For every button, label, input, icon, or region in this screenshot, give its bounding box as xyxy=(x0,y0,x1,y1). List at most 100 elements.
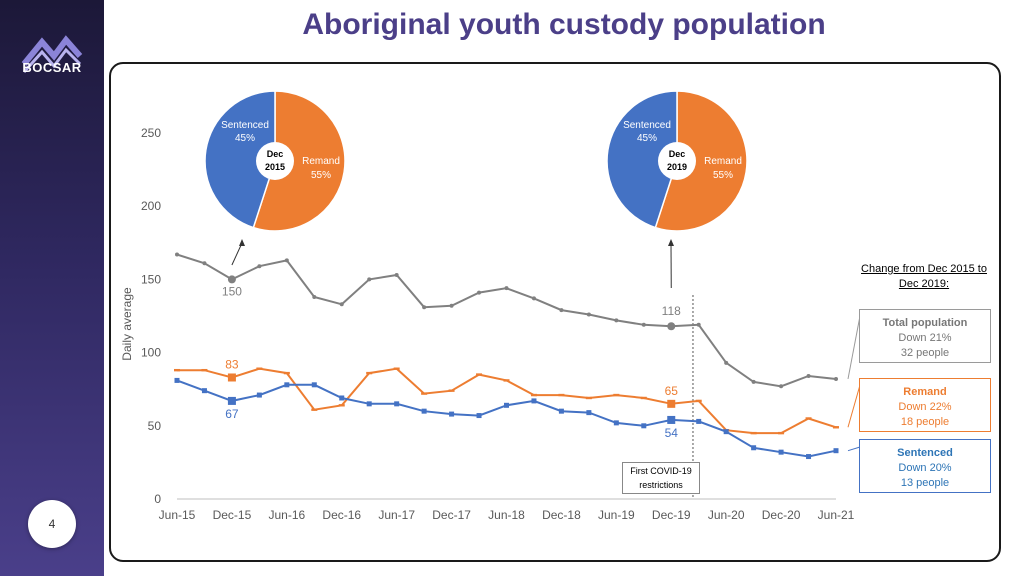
highlight-point-remand xyxy=(667,399,676,408)
x-tick-label: Dec-20 xyxy=(762,508,801,522)
data-point-remand xyxy=(585,396,592,400)
data-point-total xyxy=(614,318,619,323)
series-line-remand xyxy=(177,367,837,435)
pie-center-label: Dec xyxy=(669,149,686,159)
data-point-remand xyxy=(833,426,839,429)
data-point-sentenced xyxy=(778,449,784,455)
pie-label-remand: Remand xyxy=(302,156,340,167)
data-point-total xyxy=(696,322,701,327)
pie-pointer-arrow xyxy=(231,242,243,266)
callout-connector-remand xyxy=(847,384,861,428)
x-tick-label: Dec-19 xyxy=(652,508,691,522)
data-point-remand xyxy=(503,379,510,382)
callout-remand: Remand Down 22% 18 people xyxy=(859,378,991,432)
brand-name: BOCSAR xyxy=(22,60,82,75)
pie-pct-remand: 55% xyxy=(713,170,733,181)
data-point-remand xyxy=(448,389,455,392)
data-point-sentenced xyxy=(421,408,427,414)
data-point-total xyxy=(257,264,262,269)
x-tick-label: Jun-16 xyxy=(268,508,305,522)
callout-remand-title: Remand xyxy=(903,386,947,398)
y-tick-label: 250 xyxy=(141,126,161,140)
data-point-remand xyxy=(640,396,647,400)
callout-sentenced-line1: Down 20% xyxy=(898,462,952,474)
pie-center-label: Dec xyxy=(267,149,284,159)
data-point-total xyxy=(531,296,536,301)
data-point-remand xyxy=(778,431,785,435)
data-point-total xyxy=(477,290,482,295)
data-point-sentenced xyxy=(558,408,564,414)
data-point-remand xyxy=(805,417,812,420)
x-tick-label: Jun-19 xyxy=(598,508,635,522)
data-point-total xyxy=(586,312,591,317)
x-tick-label: Jun-20 xyxy=(708,508,745,522)
data-point-sentenced xyxy=(201,388,207,394)
x-tick-label: Dec-16 xyxy=(322,508,361,522)
data-point-total xyxy=(312,294,317,299)
callout-sentenced-line2: 13 people xyxy=(900,477,950,489)
data-point-remand xyxy=(366,371,373,375)
y-tick-label: 50 xyxy=(148,419,162,433)
data-point-sentenced xyxy=(751,445,757,451)
callout-remand-line2: 18 people xyxy=(900,416,950,428)
callout-total-title: Total population xyxy=(882,317,968,329)
data-point-sentenced xyxy=(504,402,509,408)
sidebar: BOCSAR 4 xyxy=(0,0,104,576)
page-number: 4 xyxy=(28,500,76,548)
data-point-total xyxy=(834,376,838,381)
data-point-remand xyxy=(750,431,757,435)
data-point-remand xyxy=(393,367,400,370)
data-point-sentenced xyxy=(449,411,455,417)
callout-remand-line1: Down 22% xyxy=(898,401,952,413)
data-point-sentenced xyxy=(613,420,619,426)
x-tick-label: Dec-17 xyxy=(432,508,471,522)
data-point-sentenced xyxy=(394,401,400,407)
change-heading: Change from Dec 2015 to Dec 2019: xyxy=(861,263,987,290)
y-tick-label: 150 xyxy=(141,272,161,286)
data-point-total xyxy=(724,360,729,365)
callout-total-line1: Down 21% xyxy=(898,332,952,344)
pie-center-year: 2019 xyxy=(667,162,687,172)
y-tick-label: 0 xyxy=(154,492,161,506)
data-point-remand xyxy=(530,393,537,397)
data-point-sentenced xyxy=(641,423,647,429)
data-point-sentenced xyxy=(174,377,180,383)
data-point-total xyxy=(284,258,289,263)
pie-pct-remand: 55% xyxy=(311,170,331,181)
data-point-sentenced xyxy=(586,410,592,416)
data-point-sentenced xyxy=(476,413,482,419)
data-label-remand: 83 xyxy=(225,357,239,371)
data-point-total xyxy=(779,384,784,389)
y-tick-label: 100 xyxy=(141,346,161,360)
page-title: Aboriginal youth custody population xyxy=(302,8,826,41)
pie-label-sentenced: Sentenced xyxy=(623,120,671,131)
highlight-point-remand xyxy=(227,373,236,382)
covid-note: First COVID-19 restrictions xyxy=(622,462,700,494)
callout-total: Total population Down 21% 32 people xyxy=(859,309,991,363)
data-point-total xyxy=(367,277,372,282)
data-point-remand xyxy=(476,373,483,376)
data-point-remand xyxy=(695,399,702,403)
data-point-total xyxy=(806,374,811,379)
pie-center-year: 2015 xyxy=(265,162,285,172)
x-tick-label: Dec-15 xyxy=(213,508,252,522)
pie-slice-remand xyxy=(252,90,346,232)
callout-sentenced-title: Sentenced xyxy=(897,447,953,459)
data-point-sentenced xyxy=(284,382,290,388)
data-point-remand xyxy=(613,393,620,397)
pie-pct-sentenced: 45% xyxy=(235,133,255,144)
highlight-point-sentenced xyxy=(227,396,236,405)
data-point-total xyxy=(394,273,399,278)
data-point-remand xyxy=(558,393,565,397)
data-point-remand xyxy=(174,368,180,372)
data-point-remand xyxy=(338,404,345,407)
data-point-sentenced xyxy=(339,395,345,401)
data-label-remand: 65 xyxy=(665,384,679,398)
data-label-sentenced: 67 xyxy=(225,407,239,421)
data-point-sentenced xyxy=(311,382,317,388)
data-point-remand xyxy=(283,371,290,375)
y-axis-label: Daily average xyxy=(120,287,134,361)
callout-connector-sentenced xyxy=(847,446,861,452)
pie-pointer-arrowhead xyxy=(239,239,245,246)
pie-center-hole xyxy=(256,142,294,180)
